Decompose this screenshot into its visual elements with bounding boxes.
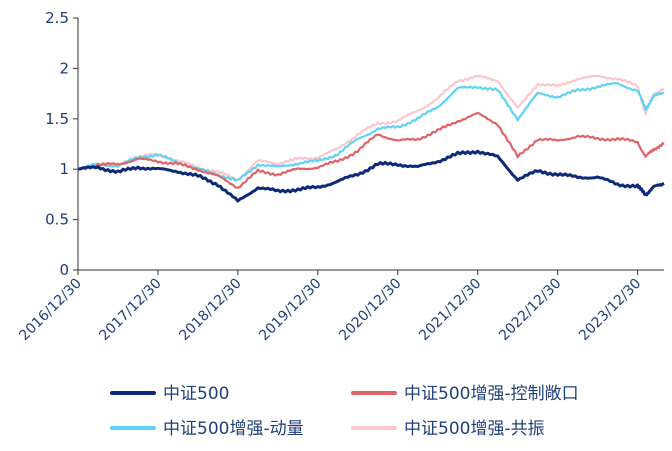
series-lines <box>77 74 665 203</box>
y-tick-label: 2.5 <box>45 9 69 27</box>
legend-label-3: 中证500增强-共振 <box>404 419 545 439</box>
series-line-1 <box>77 111 665 189</box>
y-tick-label: 1.5 <box>45 110 69 128</box>
series-line-2 <box>77 82 665 182</box>
y-tick-label: 0.5 <box>45 211 69 229</box>
x-tick-label: 2023/12/30 <box>576 276 644 344</box>
legend-label-0: 中证500 <box>163 384 229 404</box>
x-tick-label: 2018/12/30 <box>176 276 244 344</box>
y-tick-label: 2 <box>59 59 69 77</box>
series-line-0 <box>77 149 665 203</box>
x-tick-label: 2021/12/30 <box>416 276 484 344</box>
x-tick-label: 2017/12/30 <box>96 276 164 344</box>
y-tick-label: 1 <box>59 160 69 178</box>
legend-label-1: 中证500增强-控制敞口 <box>404 384 579 404</box>
series-line-3 <box>77 74 665 181</box>
x-tick-label: 2016/12/30 <box>16 276 84 344</box>
x-tick-label: 2020/12/30 <box>336 276 404 344</box>
x-tick-label: 2019/12/30 <box>256 276 324 344</box>
legend-label-2: 中证500增强-动量 <box>163 419 304 439</box>
y-tick-label: 0 <box>59 261 69 279</box>
x-tick-label: 2022/12/30 <box>496 276 564 344</box>
